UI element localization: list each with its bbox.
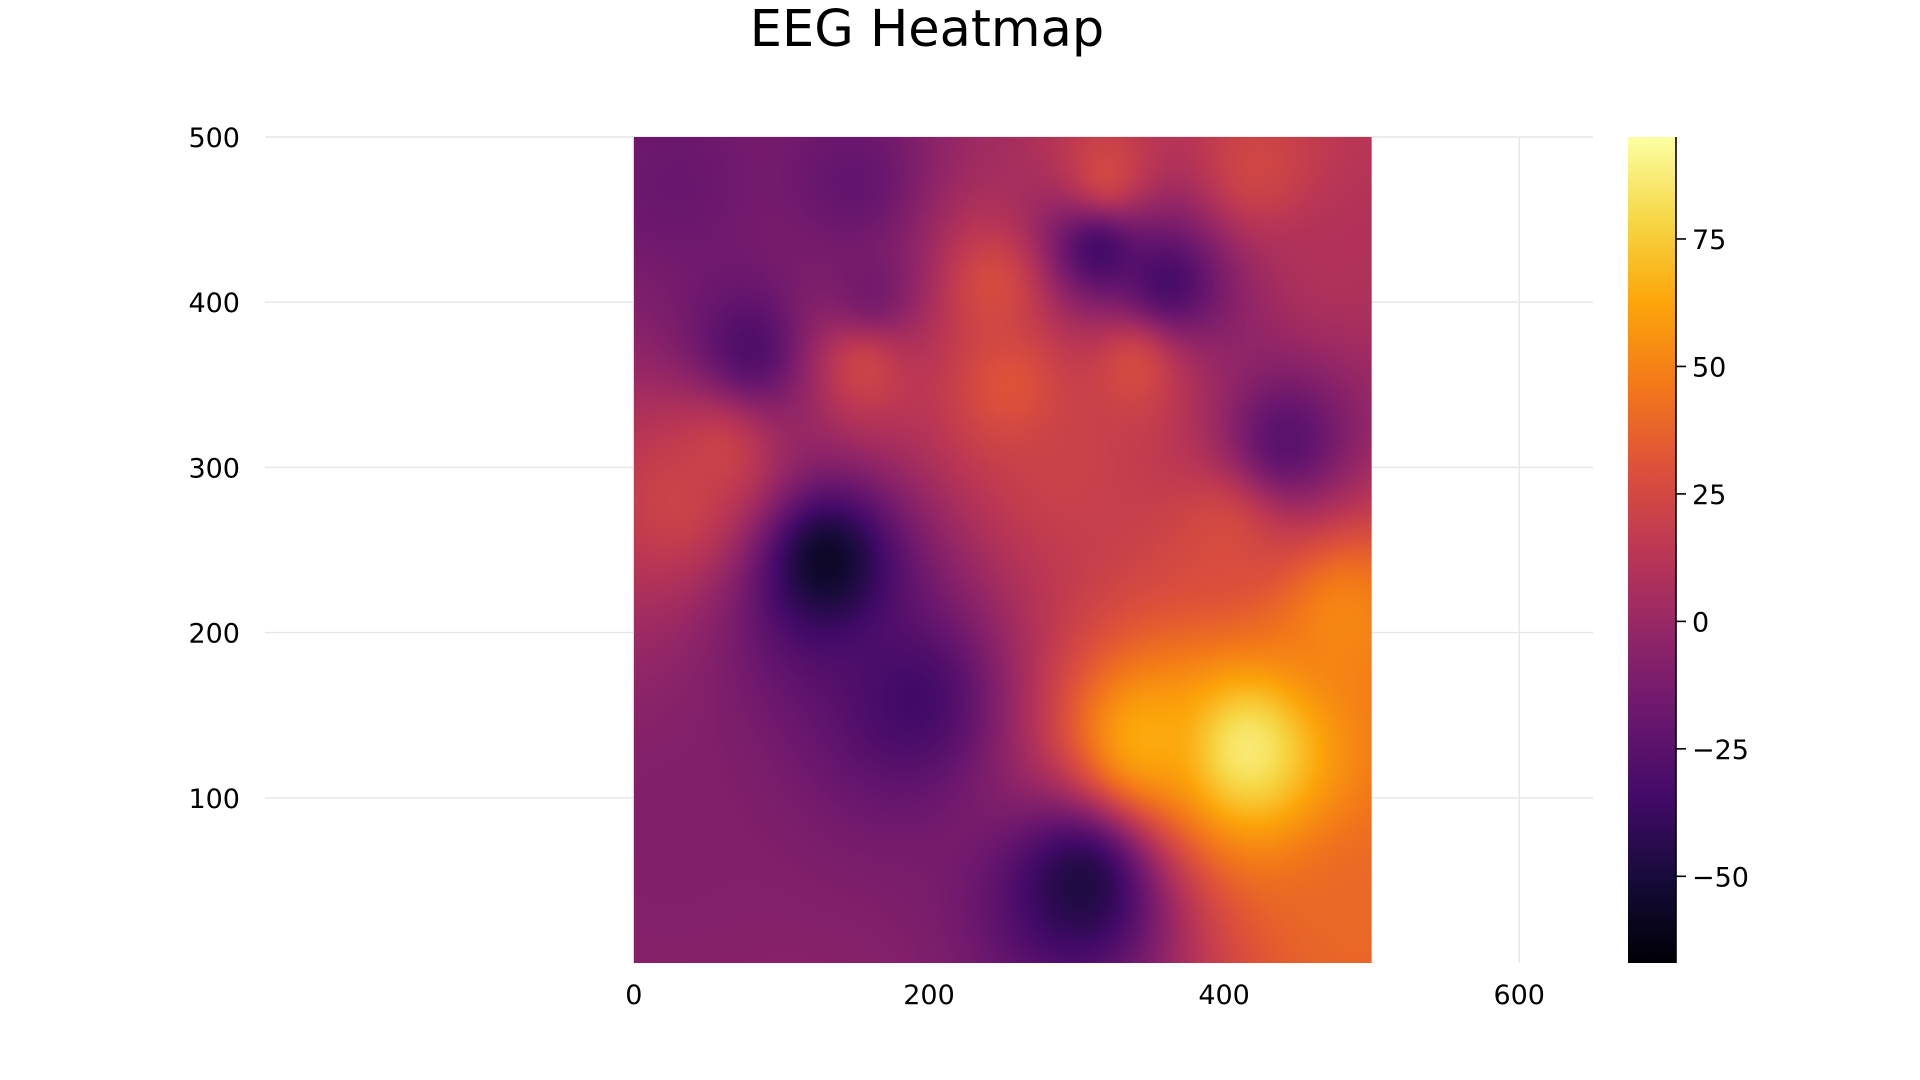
colorbar-tick-label: −25 bbox=[1692, 735, 1749, 766]
y-tick-label: 400 bbox=[188, 288, 240, 319]
colorbar-tick-label: 50 bbox=[1692, 352, 1726, 383]
colorbar-tick-label: 0 bbox=[1692, 607, 1709, 638]
x-tick-label: 0 bbox=[625, 980, 642, 1011]
heatmap-raster bbox=[633, 137, 1372, 963]
y-tick-label: 500 bbox=[188, 123, 240, 154]
y-tick-label: 200 bbox=[188, 619, 240, 650]
x-tick-label: 600 bbox=[1493, 980, 1545, 1011]
colorbar-tick-label: −50 bbox=[1692, 862, 1749, 893]
colorbar-gradient bbox=[1628, 137, 1676, 963]
axis-tick-labels: 0 200 400 600 100 200 300 400 500 bbox=[188, 123, 1545, 1011]
colorbar-tick-label: 75 bbox=[1692, 225, 1726, 256]
colorbar-tick-label: 25 bbox=[1692, 480, 1726, 511]
colorbar: −50 −25 0 25 50 75 bbox=[1628, 137, 1749, 963]
heatmap-image bbox=[633, 137, 1372, 963]
x-tick-label: 400 bbox=[1198, 980, 1250, 1011]
y-tick-label: 100 bbox=[188, 784, 240, 815]
y-tick-label: 300 bbox=[188, 453, 240, 484]
chart-title: EEG Heatmap bbox=[750, 0, 1104, 59]
x-tick-label: 200 bbox=[903, 980, 955, 1011]
